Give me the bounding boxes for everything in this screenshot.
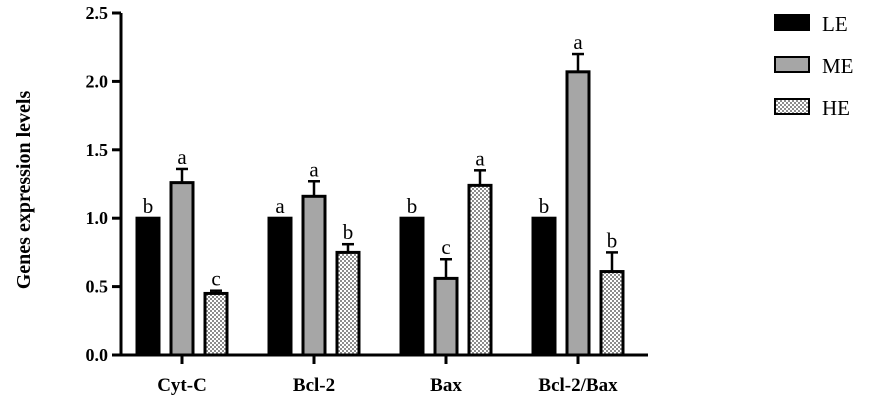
y-tick-label: 0.5 [86,277,109,297]
y-tick-label: 0.0 [86,345,109,365]
bar [335,250,361,357]
data-label: b [143,194,154,218]
bar [301,194,327,357]
bar [169,181,195,357]
x-tick-label: Bax [430,375,462,396]
x-tick-label: Bcl-2/Bax [538,375,618,396]
x-tick-label: Bcl-2 [293,375,335,396]
bar [467,183,493,357]
bar [531,216,557,357]
legend-label: LE [822,12,848,36]
y-tick-label: 1.0 [86,208,109,228]
x-tick-label: Cyt-C [157,375,207,396]
legend-swatch [774,14,810,31]
bar [135,216,161,357]
data-label: a [177,145,187,169]
data-label: a [573,30,583,54]
data-label: b [407,194,418,218]
data-label: b [343,220,354,244]
legend: LE ME HE [774,12,854,120]
bar [565,70,591,357]
data-label: c [211,267,220,291]
data-label: a [275,194,285,218]
data-label: c [441,235,450,259]
data-label: b [539,194,550,218]
legend-label: HE [822,96,850,120]
data-label: a [475,146,485,170]
bar [203,291,229,357]
legend-label: ME [822,54,854,78]
bar [399,216,425,357]
legend-swatch [774,98,810,115]
data-label: b [607,228,618,252]
bar [433,276,459,357]
data-label: a [309,157,319,181]
legend-swatch [774,56,810,73]
y-axis-title: Genes expression levels [13,91,35,290]
y-tick-label: 2.5 [86,3,109,23]
y-tick-label: 2.0 [86,71,109,91]
bar [267,216,293,357]
y-tick-label: 1.5 [86,140,109,160]
bar [599,270,625,357]
